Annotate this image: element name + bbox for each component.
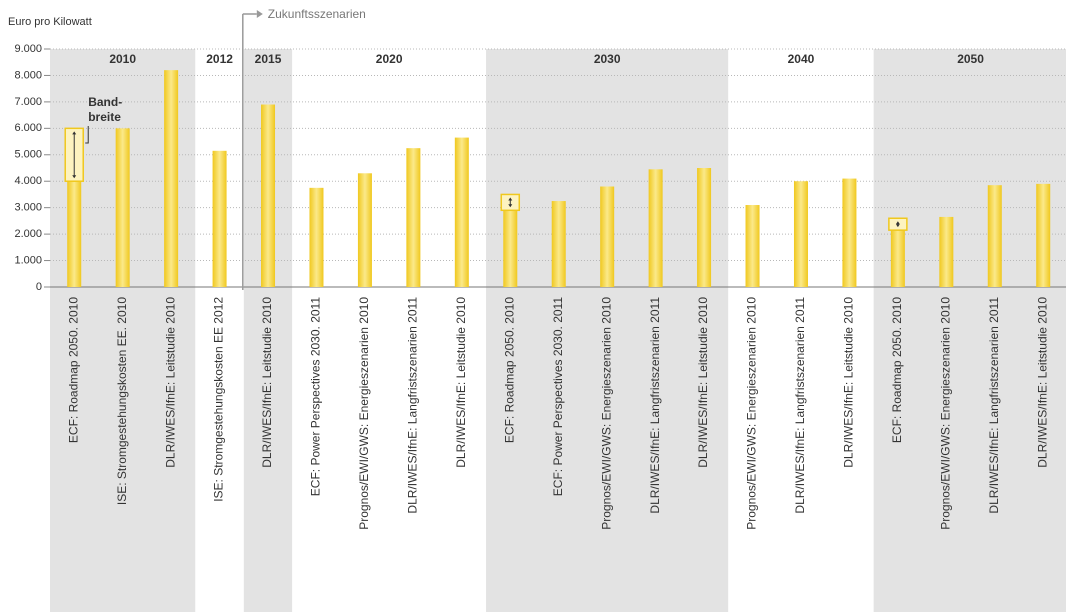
x-tick-label: DLR/IWES/IfnE: Leitstudie 2010 — [842, 297, 856, 468]
x-tick-label: DLR/IWES/IfnE: Langfristszenarien 2011 — [793, 297, 807, 514]
bar — [309, 187, 324, 287]
x-tick-label: ECF: Power Perspectives 2030. 2011 — [309, 297, 323, 497]
band-pointer — [85, 126, 89, 144]
group-background — [195, 49, 244, 612]
x-tick-label: DLR/IWES/IfnE: Leitstudie 2010 — [1035, 297, 1049, 468]
bar — [551, 201, 566, 287]
group-label: 2040 — [788, 52, 815, 66]
group-label: 2015 — [255, 52, 282, 66]
bar — [406, 148, 421, 287]
x-tick-label: DLR/IWES/IfnE: Langfristszenarien 2011 — [648, 297, 662, 514]
group-label: 2050 — [957, 52, 984, 66]
group-background — [873, 49, 1066, 612]
arrow-head — [508, 197, 513, 208]
bar — [67, 181, 82, 287]
x-tick-label: DLR/IWES/IfnE: Leitstudie 2010 — [696, 297, 710, 468]
band-label: Band- — [88, 95, 122, 109]
x-tick-label: ECF: Roadmap 2050. 2010 — [66, 297, 80, 443]
y-tick-label: 0 — [36, 281, 42, 293]
group-background — [728, 49, 874, 612]
x-tick-label: DLR/IWES/IfnE: Langfristszenarien 2011 — [406, 297, 420, 514]
y-axis-label: Euro pro Kilowatt — [8, 16, 92, 28]
y-tick-label: 1.000 — [14, 254, 42, 266]
group-label: 2012 — [206, 52, 233, 66]
bar — [503, 210, 518, 287]
bar — [1036, 183, 1051, 287]
y-tick-label: 7.000 — [14, 96, 42, 108]
bar — [987, 185, 1002, 287]
band-label: breite — [88, 110, 121, 124]
y-tick-label: 6.000 — [14, 122, 42, 134]
bar — [842, 178, 857, 287]
x-tick-label: Prognos/EWI/GWS: Energieszenarien 2010 — [599, 297, 613, 530]
x-tick-label: Prognos/EWI/GWS: Energieszenarien 2010 — [938, 297, 952, 530]
group-background — [292, 49, 487, 612]
group-backgrounds — [50, 49, 1066, 612]
x-tick-label: ISE: Stromgestehungskosten EE. 2010 — [115, 297, 129, 505]
annotation: Zukunftsszenarien — [268, 7, 366, 21]
bar — [939, 216, 954, 287]
y-tick-label: 9.000 — [14, 43, 42, 55]
x-tick-label: ISE: Stromgestehungskosten EE 2012 — [212, 297, 226, 502]
group-label: 2010 — [109, 52, 136, 66]
x-tick-label: DLR/IWES/IfnE: Langfristszenarien 2011 — [987, 297, 1001, 514]
y-tick-label: 8.000 — [14, 69, 42, 81]
arrow-head — [256, 10, 263, 18]
x-tick-label: ECF: Roadmap 2050. 2010 — [890, 297, 904, 443]
x-tick-label: DLR/IWES/IfnE: Leitstudie 2010 — [163, 297, 177, 468]
y-tick-label: 3.000 — [14, 202, 42, 214]
group-label: 2030 — [594, 52, 621, 66]
x-tick-label: DLR/IWES/IfnE: Leitstudie 2010 — [454, 297, 468, 468]
x-tick-label: ECF: Roadmap 2050. 2010 — [502, 297, 516, 443]
bar — [357, 173, 372, 287]
bar — [648, 169, 663, 287]
bar — [164, 70, 179, 288]
bar — [115, 128, 130, 287]
x-tick-label: Prognos/EWI/GWS: Energieszenarien 2010 — [745, 297, 759, 530]
bar — [745, 205, 760, 287]
arrow-head — [895, 221, 900, 228]
bar — [890, 230, 905, 287]
y-tick-label: 5.000 — [14, 149, 42, 161]
bar — [454, 137, 469, 287]
group-label: 2020 — [376, 52, 403, 66]
y-tick-label: 2.000 — [14, 228, 42, 240]
x-tick-label: ECF: Power Perspectives 2030. 2011 — [551, 297, 565, 497]
bar — [600, 186, 615, 287]
group-background — [486, 49, 729, 612]
bar — [212, 150, 227, 287]
x-tick-label: Prognos/EWI/GWS: Energieszenarien 2010 — [357, 297, 371, 530]
bar — [697, 168, 712, 287]
y-tick-label: 4.000 — [14, 175, 42, 187]
bar — [793, 181, 808, 287]
bar — [261, 104, 276, 288]
x-tick-label: DLR/IWES/IfnE: Leitstudie 2010 — [260, 297, 274, 468]
